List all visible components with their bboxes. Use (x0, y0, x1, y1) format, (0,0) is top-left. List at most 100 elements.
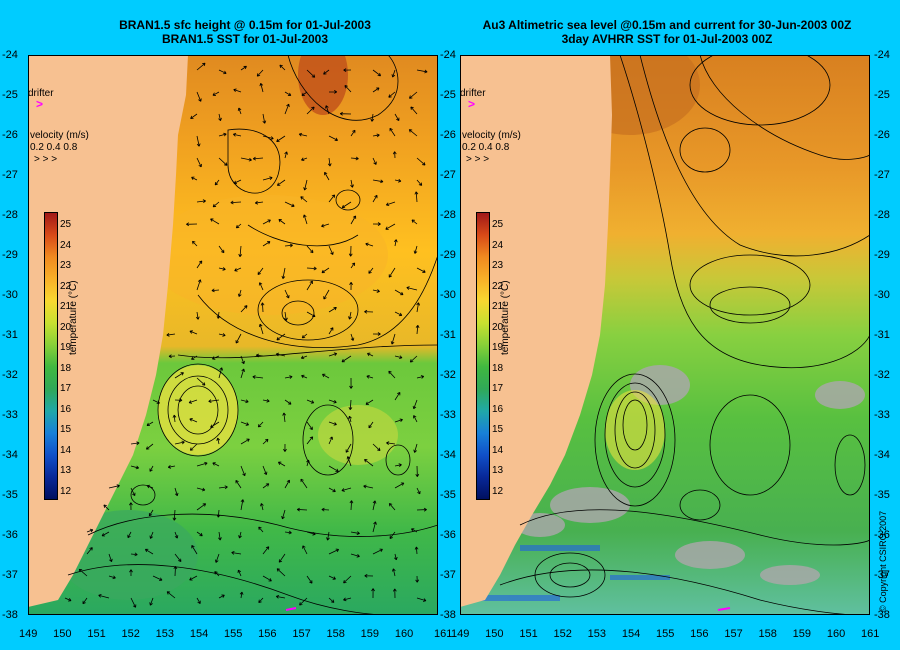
velocity-arrow (302, 214, 308, 225)
velocity-arrow (413, 245, 418, 254)
velocity-arrow (212, 462, 220, 467)
velocity-arrow (130, 441, 140, 446)
velocity-arrow (339, 111, 352, 116)
velocity-arrow (324, 171, 330, 181)
velocity-arrow (145, 443, 154, 450)
velocity-arrow (174, 398, 183, 403)
velocity-arrow (174, 372, 184, 379)
lat-label: -35 (2, 489, 18, 501)
velocity-arrow (321, 223, 330, 228)
copyright-notice: © Copyright CSIRO 2007 (878, 510, 888, 612)
velocity-arrow (284, 201, 295, 208)
velocity-arrow (409, 355, 418, 363)
left-velocity-arrows (64, 62, 428, 608)
velocity-arrow (196, 503, 207, 511)
velocity-arrow (372, 69, 382, 77)
lat-label: -31 (440, 329, 456, 341)
velocity-arrow (328, 306, 337, 313)
colorbar-tick-label: 20 (492, 321, 504, 333)
velocity-arrow (262, 219, 271, 225)
velocity-arrow (259, 82, 264, 93)
velocity-arrow (196, 91, 202, 102)
lon-label: 153 (155, 628, 175, 640)
velocity-arrow (372, 133, 380, 138)
velocity-arrow (413, 415, 418, 423)
velocity-arrow (260, 302, 265, 313)
velocity-arrow (394, 482, 405, 489)
colorbar-tick-label: 23 (492, 260, 504, 271)
velocity-arrow (348, 399, 353, 411)
velocity-arrow (240, 465, 246, 477)
velocity-arrow (366, 375, 374, 379)
velocity-arrow (108, 575, 116, 580)
right-drifter-track (717, 607, 731, 611)
lat-label: -34 (874, 449, 890, 461)
velocity-arrow (78, 568, 88, 577)
velocity-arrow (260, 503, 264, 511)
velocity-arrow (301, 157, 308, 162)
velocity-arrow (284, 399, 292, 405)
velocity-arrow (196, 531, 203, 537)
velocity-arrow (255, 353, 264, 358)
velocity-arrow (167, 465, 176, 469)
colorbar-tick-label: 18 (492, 362, 504, 374)
lon-label: 151 (87, 628, 106, 640)
velocity-arrow (388, 370, 396, 379)
velocity-arrow (412, 399, 418, 410)
velocity-arrow (146, 421, 154, 426)
left-warm-core (298, 55, 348, 115)
velocity-arrow (284, 243, 293, 248)
velocity-arrow (129, 502, 133, 511)
colorbar-tick-label: 14 (492, 444, 504, 456)
velocity-arrow (196, 62, 206, 71)
velocity-arrow (323, 69, 330, 75)
left-eddy-warm (158, 365, 238, 455)
velocity-arrow (276, 179, 286, 186)
lon-label: 154 (189, 628, 209, 640)
velocity-arrow (350, 156, 359, 161)
velocity-arrow (212, 91, 220, 96)
velocity-arrow (341, 487, 352, 492)
velocity-arrow (306, 266, 317, 271)
lat-label: -36 (874, 529, 890, 541)
velocity-arrow (299, 597, 308, 606)
velocity-arrow (196, 157, 202, 168)
colorbar-tick-label: 19 (492, 342, 504, 353)
velocity-arrow (394, 355, 403, 360)
velocity-arrow (214, 571, 220, 577)
colorbar-tick-label: 16 (60, 403, 72, 415)
velocity-arrow (392, 151, 397, 159)
velocity-arrow (363, 484, 374, 489)
lon-label: 157 (292, 628, 311, 640)
velocity-arrow (350, 553, 360, 558)
velocity-arrow (86, 547, 93, 555)
velocity-arrow (196, 279, 202, 291)
velocity-arrow (130, 597, 137, 608)
lat-label: -33 (874, 409, 890, 421)
velocity-arrow (191, 545, 198, 555)
right-title-line1: Au3 Altimetric sea level @0.15m and curr… (482, 18, 852, 32)
velocity-arrow (391, 568, 396, 577)
velocity-arrow (365, 242, 374, 247)
colorbar-tick-label: 25 (492, 219, 504, 230)
velocity-arrow (343, 575, 352, 584)
velocity-arrow (232, 132, 242, 137)
velocity-arrow (214, 179, 220, 186)
velocity-arrow (196, 487, 206, 492)
velocity-arrow (210, 218, 220, 225)
velocity-arrow (372, 332, 381, 336)
left-velocity-legend-title: velocity (m/s) (30, 130, 89, 141)
velocity-arrow (218, 267, 226, 271)
lat-label: -31 (874, 329, 890, 341)
velocity-arrow (174, 553, 182, 563)
velocity-arrow (415, 575, 420, 583)
colorbar-tick-label: 13 (60, 465, 72, 476)
right-drifter-icon: > (468, 97, 476, 111)
velocity-arrow (258, 597, 264, 604)
velocity-arrow (416, 267, 426, 273)
lat-label: -35 (440, 489, 456, 501)
velocity-arrow (328, 327, 334, 335)
lon-label: 150 (485, 628, 504, 640)
lat-label: -36 (2, 529, 18, 541)
colorbar-tick-label: 12 (60, 485, 72, 497)
